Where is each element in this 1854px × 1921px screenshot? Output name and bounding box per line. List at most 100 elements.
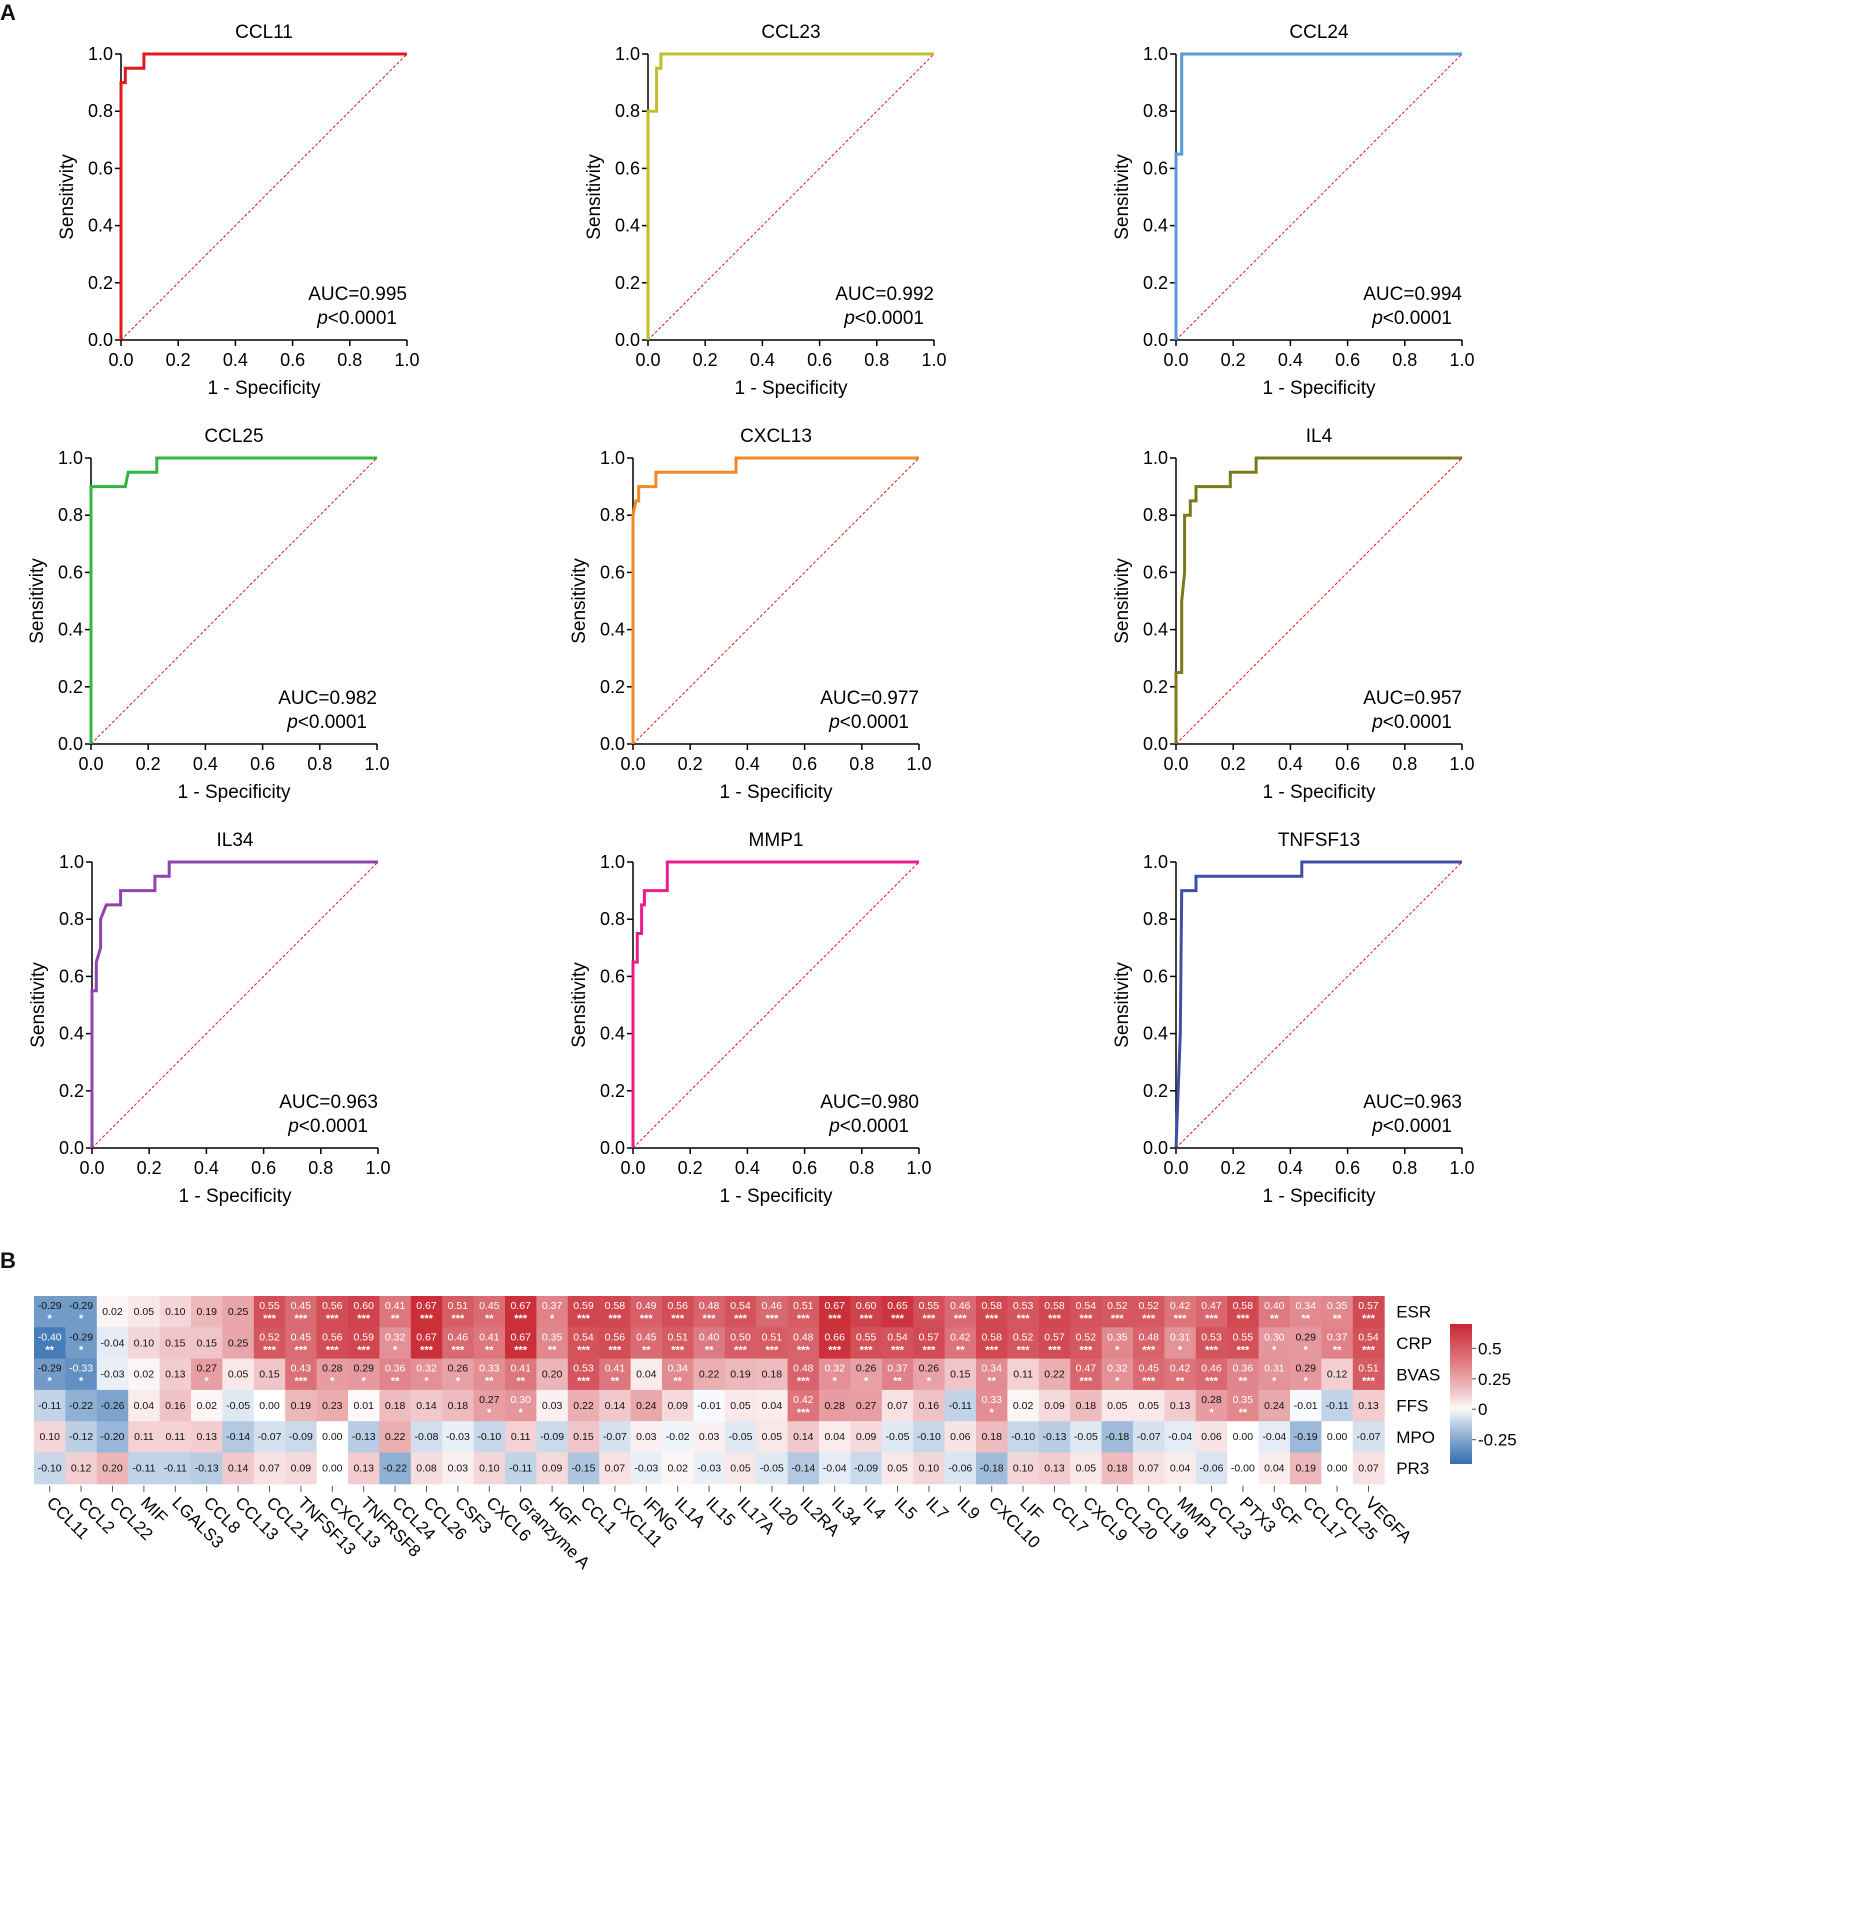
heatmap-cell: [96, 1389, 129, 1422]
heatmap-cell: [913, 1296, 946, 1328]
heatmap-star: *: [1115, 1344, 1120, 1356]
heatmap-value: 0.37: [542, 1300, 563, 1312]
heatmap-cell: [599, 1296, 632, 1328]
heatmap-value: -0.11: [509, 1463, 532, 1475]
heatmap-star: ***: [985, 1344, 999, 1356]
y-axis-label: Sensitivity: [27, 558, 48, 644]
x-tick-label: 0.4: [1278, 350, 1303, 370]
heatmap-star: *: [519, 1407, 524, 1419]
heatmap-cell: [1321, 1327, 1354, 1360]
x-tick-label: 0.4: [223, 350, 248, 370]
heatmap-cell: [944, 1327, 977, 1360]
p-rest: <0.0001: [1383, 308, 1452, 329]
heatmap-cell: [1290, 1421, 1322, 1453]
heatmap-value: 0.09: [856, 1431, 877, 1443]
heatmap-value: 0.55: [1233, 1331, 1254, 1343]
x-axis-label: 1 - Specificity: [720, 782, 833, 803]
heatmap-value: 0.20: [102, 1463, 123, 1475]
heatmap-star: ***: [294, 1344, 308, 1356]
heatmap-star: *: [393, 1344, 398, 1356]
heatmap-cell: [191, 1389, 223, 1422]
heatmap-cell: [1352, 1358, 1385, 1391]
x-axis-label: 1 - Specificity: [735, 378, 848, 399]
heatmap-cell: [724, 1327, 757, 1360]
heatmap-row-label: PR3: [1396, 1459, 1429, 1478]
p-value-label: p<0.0001: [287, 1116, 368, 1137]
heatmap-star: *: [550, 1313, 555, 1325]
heatmap-cell: [1258, 1296, 1291, 1328]
heatmap-value: 0.15: [196, 1337, 217, 1349]
heatmap-star: *: [1272, 1344, 1277, 1356]
heatmap-cell: [253, 1452, 286, 1485]
heatmap-cell: [253, 1358, 286, 1391]
heatmap-value: -0.29: [69, 1331, 93, 1343]
heatmap-cell: [316, 1452, 349, 1485]
heatmap-row-label: FFS: [1396, 1397, 1428, 1416]
y-tick-label: 0.8: [600, 909, 625, 929]
heatmap-value: 0.35: [1233, 1394, 1254, 1406]
auc-label: AUC=0.977: [820, 688, 919, 709]
y-axis-label: Sensitivity: [569, 962, 590, 1048]
heatmap-value: 0.47: [1201, 1300, 1222, 1312]
y-tick-label: 0.6: [88, 158, 113, 178]
x-tick-label: 0.2: [136, 754, 161, 774]
heatmap-star: ***: [1362, 1344, 1376, 1356]
heatmap-cell: [756, 1296, 789, 1328]
x-tick-label: 0.8: [308, 1158, 333, 1178]
p-value-label: p<0.0001: [316, 308, 397, 329]
heatmap-cell: [348, 1296, 380, 1328]
heatmap-cell: [944, 1421, 977, 1453]
heatmap-cell: [1227, 1296, 1260, 1328]
heatmap-cell: [1321, 1389, 1354, 1422]
heatmap-star: *: [927, 1376, 932, 1388]
heatmap-cell: [1007, 1327, 1040, 1360]
heatmap-col-label: IL5: [891, 1493, 921, 1523]
x-tick-label: 0.8: [849, 1158, 874, 1178]
y-tick-label: 0.0: [88, 330, 113, 350]
heatmap-cell: [285, 1296, 318, 1328]
heatmap-cell: [1352, 1296, 1385, 1328]
heatmap-value: 0.36: [385, 1363, 406, 1375]
heatmap-cell: [1070, 1452, 1103, 1485]
heatmap-cell: [630, 1327, 663, 1360]
heatmap-cell: [65, 1327, 98, 1360]
heatmap-star: ***: [514, 1344, 528, 1356]
y-tick-label: 0.8: [615, 101, 640, 121]
heatmap-cell: [159, 1358, 192, 1391]
reference-diagonal: [1175, 53, 1463, 341]
x-tick-label: 0.2: [1221, 350, 1246, 370]
heatmap-value: 0.26: [919, 1363, 940, 1375]
heatmap-cell: [159, 1452, 192, 1485]
heatmap-cell: [65, 1358, 98, 1391]
heatmap-value: -0.11: [132, 1463, 155, 1475]
y-tick-label: 0.4: [600, 620, 625, 640]
heatmap-cell: [1227, 1358, 1260, 1391]
heatmap-cell: [850, 1327, 883, 1360]
p-italic: p: [1371, 308, 1383, 329]
heatmap-cell: [285, 1389, 318, 1422]
heatmap-star: **: [611, 1376, 620, 1388]
y-tick-label: 0.8: [1143, 505, 1168, 525]
y-tick-label: 0.8: [58, 505, 83, 525]
heatmap-value: 0.28: [322, 1363, 343, 1375]
x-tick-label: 0.4: [1278, 754, 1303, 774]
x-axis-label: 1 - Specificity: [1263, 378, 1376, 399]
heatmap-value: -0.09: [854, 1463, 878, 1475]
heatmap-star: ***: [1111, 1313, 1125, 1325]
heatmap-value: 0.42: [950, 1331, 971, 1343]
x-tick-label: 0.2: [1221, 1158, 1246, 1178]
heatmap-value: 0.05: [134, 1306, 155, 1318]
heatmap-cell: [944, 1452, 977, 1485]
heatmap-value: 0.60: [353, 1300, 374, 1312]
y-tick-label: 0.4: [1143, 216, 1168, 236]
x-tick-label: 0.6: [280, 350, 305, 370]
p-rest: <0.0001: [1383, 1116, 1452, 1137]
heatmap-star: ***: [608, 1344, 622, 1356]
heatmap-cell: [1258, 1327, 1291, 1360]
auc-label: AUC=0.982: [278, 688, 377, 709]
heatmap-cell: [253, 1389, 286, 1422]
x-tick-label: 0.6: [792, 754, 817, 774]
heatmap-value: 0.07: [1358, 1463, 1379, 1475]
heatmap-col-label: IL7: [922, 1493, 952, 1523]
heatmap-value: -0.07: [1357, 1431, 1381, 1443]
